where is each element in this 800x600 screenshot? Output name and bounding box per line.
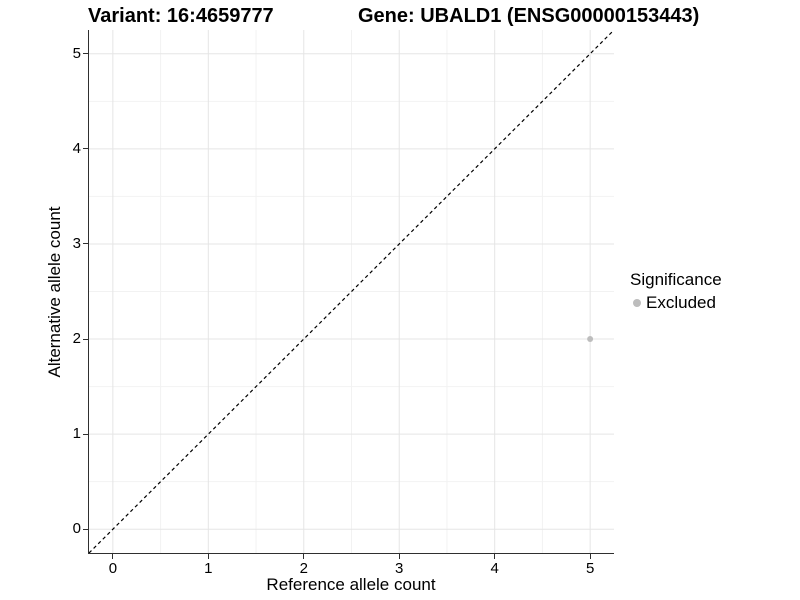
- gene-title: Gene: UBALD1 (ENSG00000153443): [358, 5, 700, 27]
- x-axis-tick: [589, 554, 591, 559]
- identity-dashed-line: [88, 29, 615, 554]
- y-tick-label: 3: [72, 234, 81, 252]
- x-axis-tick: [398, 554, 400, 559]
- y-axis-title: Alternative allele count: [45, 206, 64, 378]
- legend-point-icon: [633, 298, 641, 307]
- y-tick-label: 5: [72, 44, 81, 62]
- scatter-plot-svg: [88, 29, 615, 554]
- legend-title: Significance: [630, 270, 722, 289]
- y-axis-tick: [83, 148, 88, 150]
- legend: Significance Excluded: [630, 270, 722, 312]
- y-tick-label: 2: [72, 330, 81, 348]
- x-tick-label: 1: [204, 560, 213, 577]
- x-axis-tick: [112, 554, 114, 559]
- variant-title: Variant: 16:4659777: [88, 5, 274, 27]
- x-tick-label: 3: [395, 560, 404, 577]
- data-point: [587, 336, 594, 343]
- plot-panel: [88, 29, 615, 554]
- y-tick-label: 4: [72, 139, 81, 157]
- x-tick-label: 0: [108, 560, 118, 577]
- y-axis-tick: [83, 53, 88, 55]
- x-axis-tick: [494, 554, 496, 559]
- x-tick-label: 5: [585, 560, 595, 577]
- y-axis-tick: [83, 338, 88, 340]
- legend-entry-label: Excluded: [646, 293, 716, 312]
- x-axis-tick: [303, 554, 305, 559]
- y-axis-tick: [83, 528, 88, 530]
- y-tick-label: 1: [72, 425, 81, 443]
- x-axis-tick: [207, 554, 209, 559]
- x-tick-label: 4: [490, 560, 499, 577]
- y-axis-tick: [83, 433, 88, 435]
- x-tick-label: 2: [299, 560, 308, 577]
- y-tick-label: 0: [72, 520, 81, 538]
- x-axis-title: Reference allele count: [266, 575, 436, 594]
- y-axis-tick: [83, 243, 88, 245]
- legend-entry-excluded: Excluded: [630, 293, 722, 312]
